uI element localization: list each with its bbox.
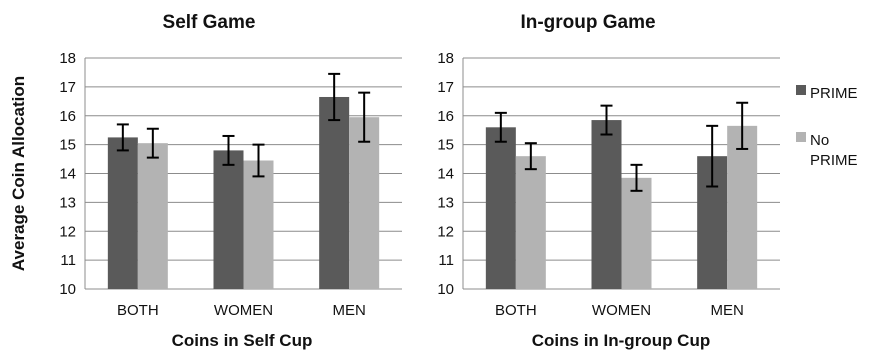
chart-title: Self Game xyxy=(163,12,256,33)
legend: PRIME No PRIME xyxy=(796,85,858,169)
y-tick-label: 13 xyxy=(437,194,454,211)
x-category-label: MEN xyxy=(332,302,365,319)
legend-label: PRIME xyxy=(810,85,858,102)
bar xyxy=(591,120,622,289)
x-axis-title: Coins in Self Cup xyxy=(172,331,313,350)
y-tick-label: 12 xyxy=(437,223,454,240)
chart-title: In-group Game xyxy=(520,12,655,33)
x-category-label: BOTH xyxy=(117,302,159,319)
y-tick-label: 14 xyxy=(437,166,454,183)
x-axis-title: Coins in In-group Cup xyxy=(532,331,710,350)
y-tick-label: 15 xyxy=(59,137,76,154)
y-tick-label: 13 xyxy=(59,194,76,211)
legend-label: PRIME xyxy=(810,152,858,169)
bar xyxy=(137,143,168,289)
y-tick-label: 17 xyxy=(437,79,454,96)
y-tick-label: 14 xyxy=(59,166,76,183)
y-tick-label: 12 xyxy=(59,223,76,240)
legend-swatch xyxy=(796,132,806,142)
y-tick-label: 18 xyxy=(437,50,454,67)
y-tick-label: 10 xyxy=(437,281,454,298)
y-axis-title: Average Coin Allocation xyxy=(9,76,28,271)
x-category-label: WOMEN xyxy=(592,302,651,319)
bar xyxy=(243,160,274,289)
y-tick-label: 11 xyxy=(60,252,76,269)
x-category-label: MEN xyxy=(710,302,743,319)
bar xyxy=(727,125,758,289)
bar xyxy=(213,150,244,289)
y-tick-label: 16 xyxy=(437,108,454,125)
bar xyxy=(349,117,380,289)
bar xyxy=(485,127,516,289)
x-category-label: BOTH xyxy=(495,302,537,319)
y-tick-label: 10 xyxy=(59,281,76,298)
y-tick-label: 11 xyxy=(438,252,454,269)
chart-panel-2: 10 11 12 13 14 15 16 17 18 BOTH WOMEN MEN In-group G… xyxy=(437,12,780,350)
chart-panel-1: 10 11 12 13 14 15 16 17 18 BOTH WOMEN MEN Self Game C… xyxy=(9,12,402,350)
bar xyxy=(319,96,350,289)
legend-swatch xyxy=(796,85,806,95)
legend-label: No xyxy=(810,132,829,149)
y-tick-label: 18 xyxy=(59,50,76,67)
x-category-label: WOMEN xyxy=(214,302,273,319)
bar xyxy=(107,137,138,289)
y-tick-label: 15 xyxy=(437,137,454,154)
y-tick-label: 17 xyxy=(59,79,76,96)
y-tick-label: 16 xyxy=(59,108,76,125)
bar xyxy=(621,177,652,289)
bar xyxy=(515,156,546,289)
